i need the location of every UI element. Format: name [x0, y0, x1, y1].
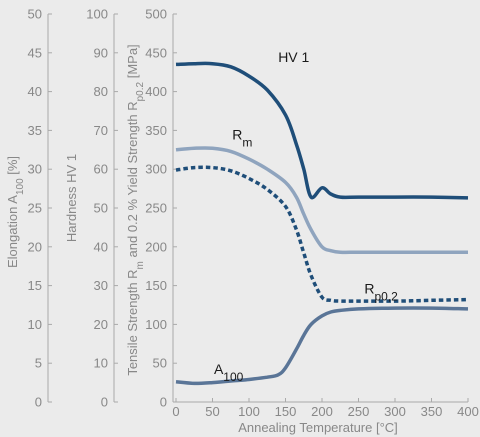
hardness-tick-label: 30	[94, 278, 108, 293]
elongation-tick-label: 35	[28, 123, 42, 138]
hardness-tick-label: 100	[86, 7, 108, 22]
elongation-tick-label: 5	[35, 356, 42, 371]
strength-tick-label: 250	[145, 201, 167, 216]
strength-tick-label: 100	[145, 317, 167, 332]
labels-layer: HV 1 Rm Rp0,2 A100	[214, 49, 398, 384]
strength-tick-label: 50	[153, 356, 167, 371]
series-layer	[175, 61, 469, 386]
x-tick-label: 50	[205, 404, 219, 419]
elongation-tick-label: 0	[35, 395, 42, 410]
elongation-tick-label: 30	[28, 162, 42, 177]
x-tick-label: 100	[238, 404, 260, 419]
elongation-tick-label: 40	[28, 84, 42, 99]
hardness-tick-label: 90	[94, 45, 108, 60]
strength-tick-label: 400	[145, 84, 167, 99]
strength-axis-title: Tensile Strength Rm and 0.2 % Yield Stre…	[125, 44, 146, 375]
elongation-tick-label: 45	[28, 45, 42, 60]
hardness-tick-label: 10	[94, 356, 108, 371]
x-tick-label: 150	[275, 404, 297, 419]
x-tick-label: 250	[348, 404, 370, 419]
x-tick-label: 300	[384, 404, 406, 419]
hardness-tick-label: 20	[94, 317, 108, 332]
x-axis-title: Annealing Temperature [°C]	[238, 420, 398, 435]
elongation-tick-label: 50	[28, 7, 42, 22]
strength-tick-label: 0	[160, 395, 167, 410]
series-line-2	[175, 165, 469, 303]
elongation-tick-label: 10	[28, 317, 42, 332]
hardness-tick-label: 0	[101, 395, 108, 410]
strength-tick-label: 350	[145, 123, 167, 138]
hardness-tick-label: 80	[94, 84, 108, 99]
elongation-tick-label: 20	[28, 239, 42, 254]
elongation-axis-title: Elongation A100 [%]	[5, 156, 26, 268]
series-line-0	[175, 61, 469, 200]
x-tick-label: 350	[421, 404, 443, 419]
x-tick-label: 400	[457, 404, 479, 419]
strength-tick-label: 150	[145, 278, 167, 293]
x-tick-label: 200	[311, 404, 333, 419]
series-line-1	[175, 146, 468, 255]
series-label-3: A100	[214, 361, 244, 384]
elongation-tick-label: 15	[28, 278, 42, 293]
strength-tick-label: 200	[145, 239, 167, 254]
hardness-tick-label: 60	[94, 162, 108, 177]
x-tick-label: 0	[172, 404, 179, 419]
hardness-tick-label: 40	[94, 239, 108, 254]
series-label-0: HV 1	[278, 49, 309, 65]
hardness-axis-title: Hardness HV 1	[64, 154, 79, 242]
elongation-tick-label: 25	[28, 201, 42, 216]
series-line-3	[175, 306, 469, 386]
axes-layer: 0510152025303540455001020304050607080901…	[5, 7, 479, 436]
series-label-1: Rm	[232, 127, 252, 150]
strength-tick-label: 300	[145, 162, 167, 177]
hardness-tick-label: 50	[94, 201, 108, 216]
hardness-tick-label: 70	[94, 123, 108, 138]
strength-tick-label: 500	[145, 7, 167, 22]
strength-tick-label: 450	[145, 45, 167, 60]
series-label-2: Rp0,2	[364, 280, 398, 303]
